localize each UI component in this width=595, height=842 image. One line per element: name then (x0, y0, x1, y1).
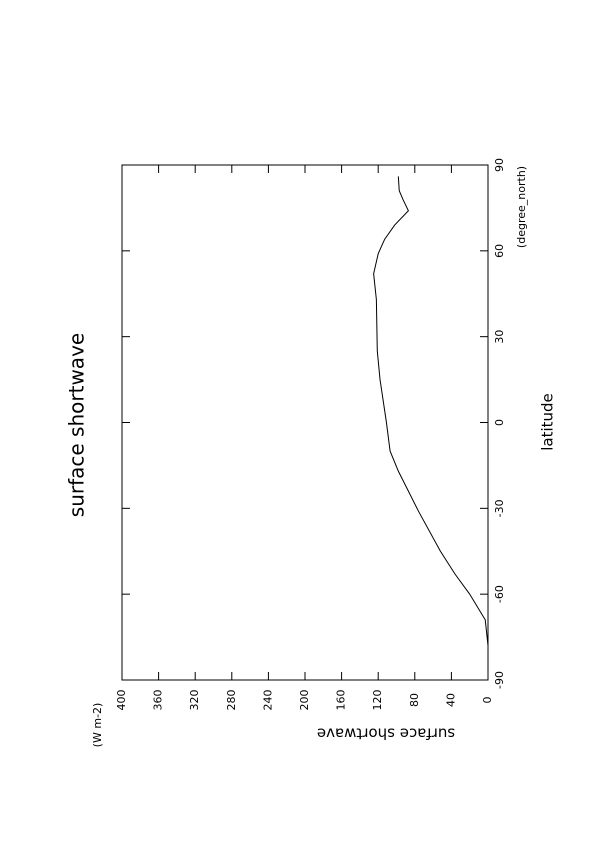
y-tick-label: 280 (225, 690, 238, 711)
y-tick-label: 120 (371, 690, 384, 711)
x-tick-label: 0 (493, 419, 506, 426)
plot-frame (121, 164, 489, 681)
y-tick-label: 200 (298, 690, 311, 711)
y-tick-label: 160 (335, 690, 348, 711)
x-tick-label: 60 (493, 244, 506, 258)
x-tick-label: 30 (493, 330, 506, 344)
y-tick-label: 80 (408, 693, 421, 707)
y-tick-label: 40 (444, 693, 457, 707)
y-axis-units: (W m-2) (91, 703, 104, 748)
y-axis-label: surface shortwave (317, 725, 455, 743)
y-tick-label: 400 (115, 690, 128, 711)
x-tick-label: 90 (493, 158, 506, 172)
y-tick-label: 320 (188, 690, 201, 711)
x-tick-label: -60 (493, 585, 506, 603)
y-tick-label: 360 (152, 690, 165, 711)
chart-title: surface shortwave (65, 333, 89, 517)
x-axis-label: latitude (539, 393, 557, 451)
x-axis-units: (degree_north) (515, 166, 528, 248)
data-line (373, 176, 489, 646)
x-tick-label: -30 (493, 499, 506, 517)
y-tick-label: 0 (481, 697, 494, 704)
x-tick-label: -90 (493, 671, 506, 689)
y-tick-label: 240 (261, 690, 274, 711)
